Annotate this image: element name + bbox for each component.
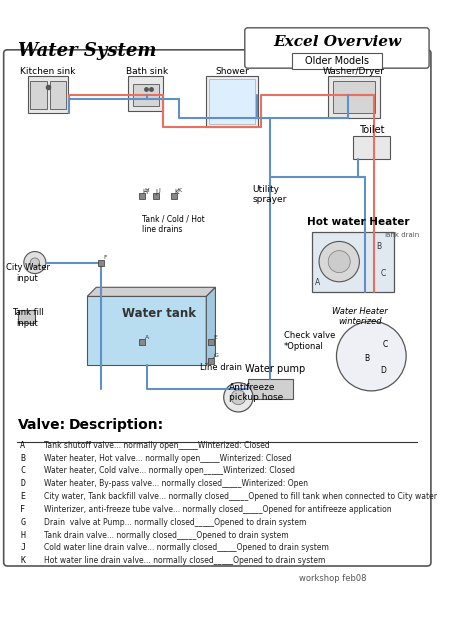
Text: A: A xyxy=(145,334,149,339)
Bar xyxy=(353,136,390,159)
Text: Bath sink: Bath sink xyxy=(126,67,168,76)
Text: Water pump: Water pump xyxy=(245,364,305,374)
Bar xyxy=(87,296,206,365)
Text: Water System: Water System xyxy=(18,42,157,61)
Text: B: B xyxy=(20,454,25,462)
Text: workshop feb08: workshop feb08 xyxy=(299,574,367,582)
Text: Tank shutoff valve... normally open_____Winterized: Closed: Tank shutoff valve... normally open_____… xyxy=(44,441,270,450)
Bar xyxy=(328,76,380,118)
Circle shape xyxy=(231,390,246,404)
Text: H: H xyxy=(145,188,150,193)
Text: Water Heater
winterized: Water Heater winterized xyxy=(332,306,388,326)
Circle shape xyxy=(337,321,406,391)
Bar xyxy=(27,76,68,113)
Text: D: D xyxy=(20,479,25,488)
Bar xyxy=(247,379,293,399)
Text: F: F xyxy=(20,505,25,514)
Text: Tank fill
input: Tank fill input xyxy=(12,308,44,328)
Text: D: D xyxy=(381,366,386,374)
Circle shape xyxy=(30,258,39,267)
Bar xyxy=(209,79,255,124)
Text: Water heater, By-pass valve... normally closed_____Winterized: Open: Water heater, By-pass valve... normally … xyxy=(44,479,308,488)
Text: Tank drain valve... normally closed_____Opened to drain system: Tank drain valve... normally closed_____… xyxy=(44,531,289,539)
Text: Tank / Cold / Hot
line drains: Tank / Cold / Hot line drains xyxy=(142,215,205,234)
Text: Cold water line drain valve... normally closed_____Opened to drain system: Cold water line drain valve... normally … xyxy=(44,543,329,552)
Text: C: C xyxy=(383,340,388,349)
Text: Excel Overview: Excel Overview xyxy=(273,35,401,49)
Text: City Water
input: City Water input xyxy=(6,264,49,283)
Text: K: K xyxy=(177,188,181,193)
Text: C: C xyxy=(381,269,386,278)
Text: Water heater, Cold valve... normally open_____Winterized: Closed: Water heater, Cold valve... normally ope… xyxy=(44,466,295,476)
Text: Valve:: Valve: xyxy=(18,418,66,432)
Text: G: G xyxy=(20,518,25,527)
Text: K: K xyxy=(174,189,179,195)
Text: B: B xyxy=(376,242,381,251)
Bar xyxy=(18,310,35,323)
Text: G: G xyxy=(214,353,219,358)
Text: Description:: Description: xyxy=(69,418,164,432)
Text: Utility
sprayer: Utility sprayer xyxy=(252,184,286,204)
Text: E: E xyxy=(20,492,25,501)
Text: F: F xyxy=(104,255,107,260)
Text: E: E xyxy=(214,334,218,339)
Bar xyxy=(49,81,66,109)
Text: C: C xyxy=(20,466,25,476)
FancyBboxPatch shape xyxy=(245,28,429,68)
Text: J: J xyxy=(159,188,161,193)
Bar xyxy=(333,81,375,113)
Text: Hot water line drain valve... normally closed_____Opened to drain system: Hot water line drain valve... normally c… xyxy=(44,556,325,565)
Text: Hot water Heater: Hot water Heater xyxy=(307,217,410,227)
Text: Toilet: Toilet xyxy=(358,125,384,135)
Bar xyxy=(312,232,394,292)
Text: J: J xyxy=(156,189,158,195)
Text: Washer/Dryer: Washer/Dryer xyxy=(323,67,385,76)
Text: Water tank: Water tank xyxy=(122,307,196,319)
Bar xyxy=(128,76,163,111)
Text: H: H xyxy=(142,189,147,195)
Text: Line drain: Line drain xyxy=(200,362,242,372)
Bar xyxy=(30,81,47,109)
Text: Water heater, Hot valve... normally open_____Winterized: Closed: Water heater, Hot valve... normally open… xyxy=(44,454,292,462)
Text: Drain  valve at Pump... normally closed_____Opened to drain system: Drain valve at Pump... normally closed__… xyxy=(44,518,306,527)
Polygon shape xyxy=(206,288,216,365)
FancyBboxPatch shape xyxy=(292,52,383,69)
Circle shape xyxy=(328,251,350,272)
Bar xyxy=(206,76,258,127)
Text: Older Models: Older Models xyxy=(305,56,369,66)
Circle shape xyxy=(319,241,359,282)
Text: B: B xyxy=(364,354,369,362)
Text: K: K xyxy=(20,556,25,565)
Text: Check valve
*Optional: Check valve *Optional xyxy=(284,331,336,351)
Text: Kitchen sink: Kitchen sink xyxy=(20,67,75,76)
Polygon shape xyxy=(87,288,216,296)
Text: Winterizer, anti-freeze tube valve... normally closed_____Opened for antifreeze : Winterizer, anti-freeze tube valve... no… xyxy=(44,505,392,514)
Text: City water, Tank backfill valve... normally closed_____Opened to fill tank when : City water, Tank backfill valve... norma… xyxy=(44,492,437,501)
Text: J: J xyxy=(20,543,25,552)
Circle shape xyxy=(24,251,46,274)
Circle shape xyxy=(224,382,253,412)
Text: Antifreeze
pickup hose: Antifreeze pickup hose xyxy=(229,382,283,402)
Text: H: H xyxy=(20,531,25,539)
Bar xyxy=(133,84,159,106)
FancyBboxPatch shape xyxy=(4,50,431,566)
Text: Tank drain: Tank drain xyxy=(383,232,419,238)
Text: A: A xyxy=(20,441,25,450)
Text: A: A xyxy=(314,279,320,288)
Text: Shower: Shower xyxy=(215,67,249,76)
